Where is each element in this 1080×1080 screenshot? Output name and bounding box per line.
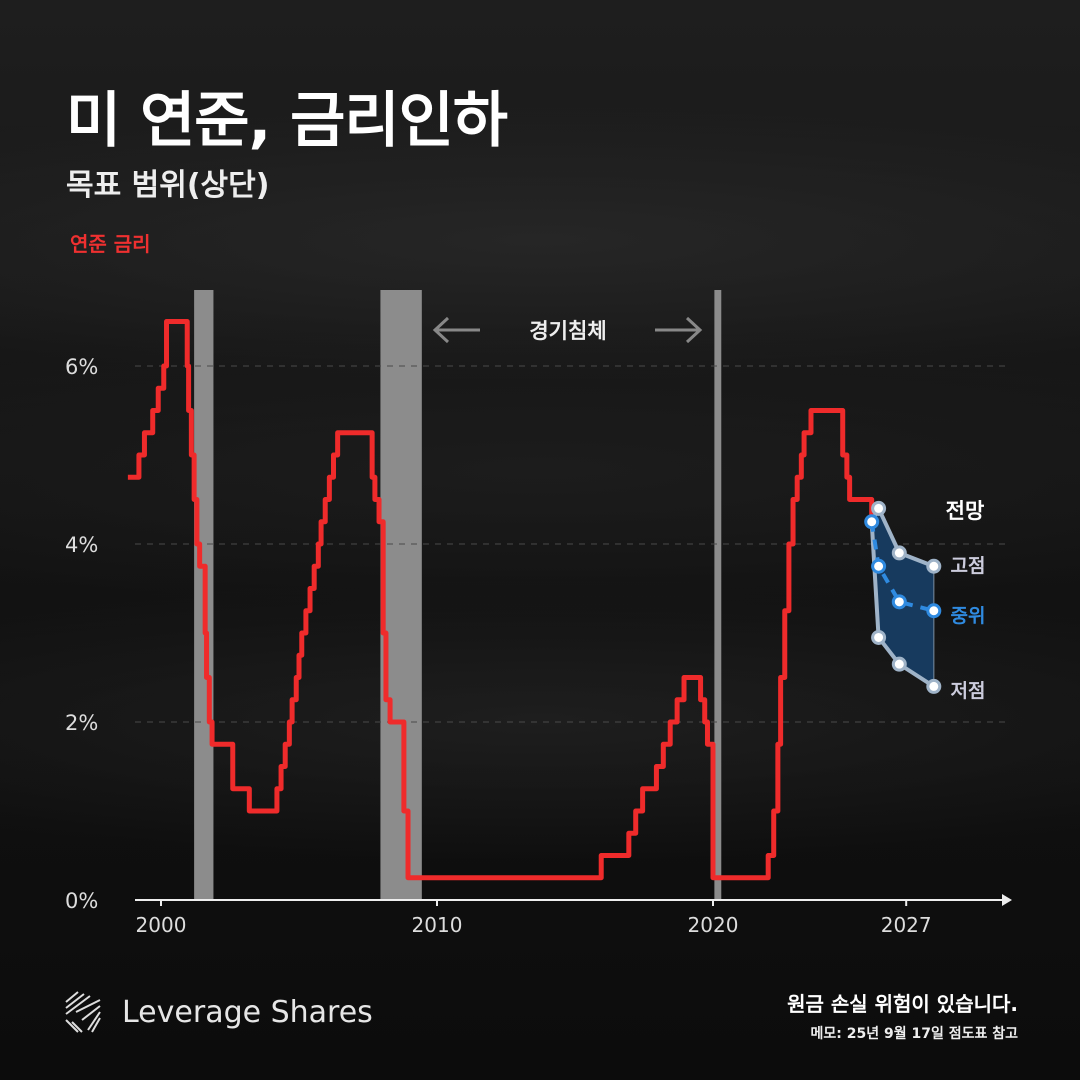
y-tick-label: 4% (65, 533, 98, 557)
page-subtitle: 목표 범위(상단) (66, 168, 270, 203)
high-label: 고점 (951, 555, 986, 577)
brand-name: Leverage Shares (122, 994, 373, 1030)
x-tick-label: 2010 (412, 913, 463, 937)
projection-median-point (891, 594, 907, 610)
projection-low-point (891, 656, 907, 672)
projection-low-point (926, 678, 942, 694)
recession-bar (714, 290, 722, 900)
arrow-right-icon (655, 316, 703, 344)
projection-high-point (926, 558, 942, 574)
projection-median-point (926, 603, 942, 619)
projection-label: 전망 (946, 499, 985, 523)
arrow-left-icon (432, 316, 480, 344)
x-tick-label: 2027 (881, 913, 932, 937)
y-tick-label: 6% (65, 355, 98, 379)
projection-high-point (871, 500, 887, 516)
x-tick-label: 2020 (688, 913, 739, 937)
projection-median-point (871, 558, 887, 574)
projection-median-line (869, 521, 935, 613)
x-tick-label: 2000 (136, 913, 187, 937)
projection-high-line (869, 503, 935, 569)
projection-low-line (869, 521, 935, 689)
y-tick-label: 2% (65, 711, 98, 735)
legend-fed-rate: 연준 금리 (70, 232, 151, 256)
recession-label: 경기침체 (529, 319, 606, 343)
projection-low-point (871, 629, 887, 645)
projection-median-point (864, 514, 880, 530)
recession-bar (380, 290, 422, 900)
x-axis-arrow-icon (1002, 894, 1012, 906)
brand-logo: Leverage Shares (62, 990, 373, 1034)
y-tick-label: 0% (65, 889, 98, 913)
fed-rate-line (127, 319, 875, 881)
low-label: 저점 (951, 680, 986, 702)
leverage-shares-logo-icon (65, 991, 101, 1033)
page-title: 미 연준, 금리인하 (66, 86, 508, 156)
projection-high-point (891, 545, 907, 561)
median-label: 중위 (951, 605, 986, 627)
disclaimer: 원금 손실 위험이 있습니다. 메모: 25년 9월 17일 점도표 참고 (787, 988, 1018, 1043)
risk-warning: 원금 손실 위험이 있습니다. (787, 992, 1018, 1016)
source-note: 메모: 25년 9월 17일 점도표 참고 (810, 1026, 1018, 1042)
